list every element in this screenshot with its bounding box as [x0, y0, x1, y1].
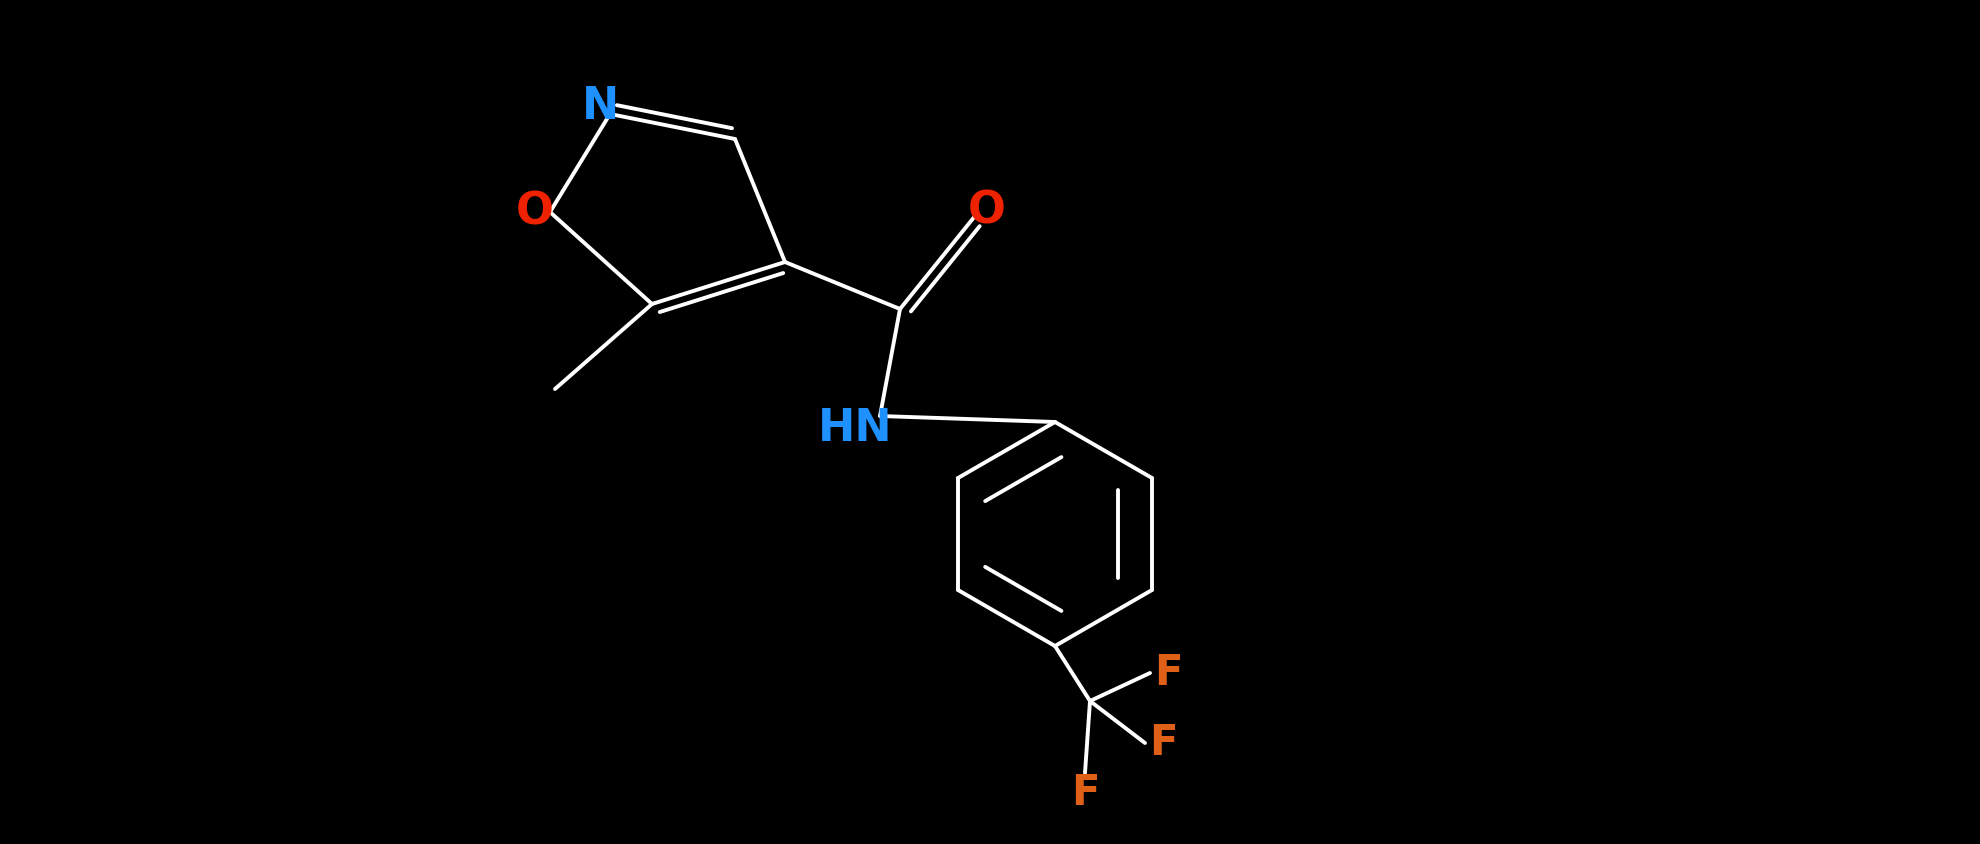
- Text: O: O: [517, 191, 554, 234]
- Text: N: N: [582, 84, 618, 127]
- Text: HN: HN: [818, 407, 893, 450]
- Text: F: F: [1071, 772, 1099, 814]
- Text: F: F: [1154, 652, 1182, 694]
- Text: F: F: [1148, 722, 1178, 764]
- Text: O: O: [968, 190, 1006, 232]
